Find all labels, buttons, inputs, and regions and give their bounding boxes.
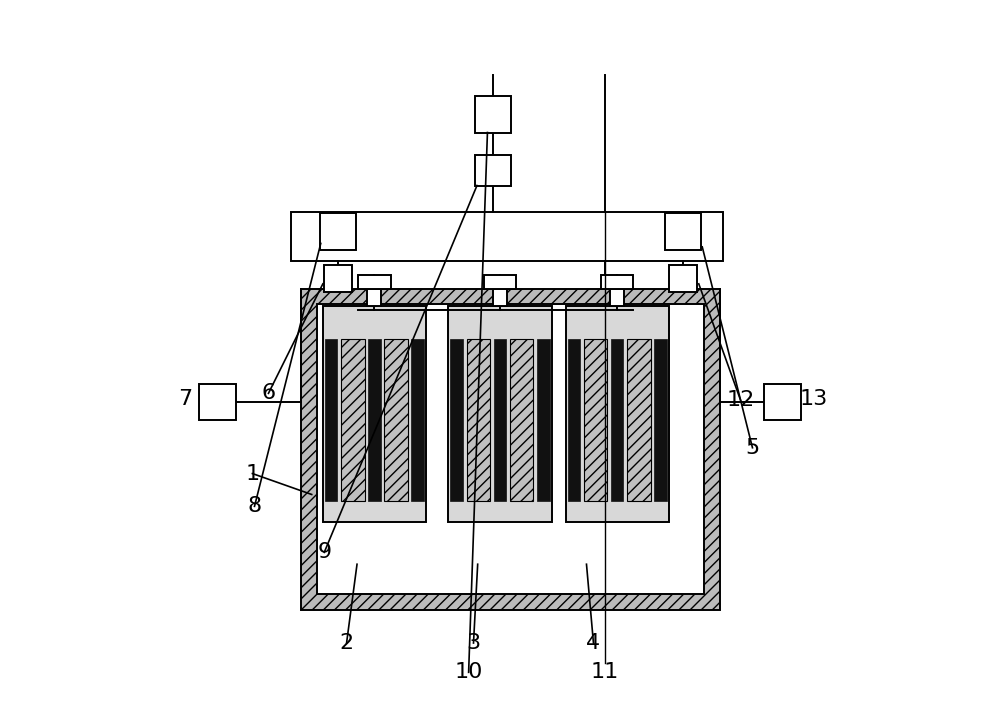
Bar xyxy=(537,339,550,501)
Text: 12: 12 xyxy=(726,390,755,411)
Text: 5: 5 xyxy=(745,438,760,458)
Text: 3: 3 xyxy=(466,633,481,653)
Bar xyxy=(610,289,624,307)
Text: 2: 2 xyxy=(339,633,354,653)
Bar xyxy=(475,96,511,132)
Bar xyxy=(601,275,633,289)
Bar xyxy=(764,384,801,420)
Bar xyxy=(324,265,352,292)
Bar xyxy=(669,265,697,292)
Bar xyxy=(494,339,506,501)
Bar xyxy=(627,339,651,501)
Bar xyxy=(568,339,580,501)
Bar xyxy=(566,307,669,522)
Bar xyxy=(411,339,424,501)
Text: 11: 11 xyxy=(590,662,619,683)
Bar xyxy=(484,275,516,289)
Bar xyxy=(368,339,381,501)
Bar xyxy=(301,289,720,610)
Text: 4: 4 xyxy=(586,633,601,653)
Bar xyxy=(510,339,533,501)
Bar xyxy=(448,307,552,522)
Text: 13: 13 xyxy=(800,389,828,409)
Text: 6: 6 xyxy=(261,383,276,404)
Bar xyxy=(320,214,356,250)
Bar xyxy=(654,339,667,501)
Bar xyxy=(317,304,704,594)
Bar xyxy=(611,339,623,501)
Bar xyxy=(467,339,490,501)
Bar xyxy=(291,212,723,261)
Text: 9: 9 xyxy=(317,542,331,562)
Text: 8: 8 xyxy=(247,496,262,516)
Bar xyxy=(665,214,701,250)
Bar xyxy=(341,339,365,501)
Bar xyxy=(584,339,607,501)
Text: 10: 10 xyxy=(454,662,483,683)
Bar xyxy=(475,155,511,186)
Bar xyxy=(367,289,381,307)
Bar xyxy=(493,289,507,307)
Bar xyxy=(323,307,426,522)
Bar xyxy=(325,339,337,501)
Bar xyxy=(358,275,391,289)
Bar xyxy=(450,339,463,501)
Bar xyxy=(384,339,408,501)
Text: 1: 1 xyxy=(245,463,259,484)
Text: 7: 7 xyxy=(178,389,192,409)
Bar xyxy=(199,384,236,420)
